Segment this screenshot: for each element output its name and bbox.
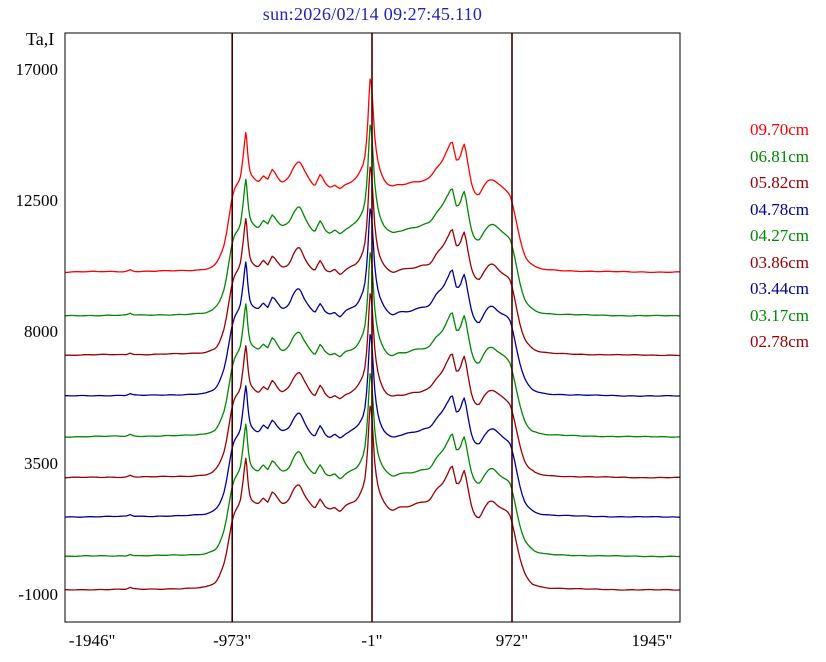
y-tick-label: -1000 <box>18 584 58 604</box>
x-tick-label: -1" <box>361 631 383 650</box>
legend-item-wavelength: 03.17cm <box>750 305 810 325</box>
legend-item-wavelength: 02.78cm <box>750 332 810 351</box>
y-axis-label: Ta,I <box>26 29 55 49</box>
legend-item-wavelength: 04.27cm <box>750 226 810 245</box>
x-tick-label: 1945" <box>631 631 673 650</box>
legend-item-wavelength: 09.70cm <box>750 120 810 139</box>
legend-item-wavelength: 06.81cm <box>750 146 810 166</box>
x-tick-label: -1946" <box>68 631 116 650</box>
x-tick-label: -973" <box>213 631 252 650</box>
y-tick-label: 12500 <box>15 191 59 211</box>
chart-title: sun:2026/02/14 09:27:45.110 <box>262 4 483 24</box>
x-tick-label: 972" <box>495 631 529 650</box>
legend-item-wavelength: 03.44cm <box>750 279 810 298</box>
y-tick-label: 3500 <box>24 453 58 473</box>
legend: 09.70cm 06.81cm 05.82cm 04.78cm 04.27cm … <box>750 117 809 356</box>
y-tick-label: 8000 <box>24 322 58 342</box>
legend-item-wavelength: 03.86cm <box>750 252 810 272</box>
y-tick-label: 17000 <box>15 59 59 79</box>
legend-item-wavelength: 05.82cm <box>750 173 810 192</box>
legend-item-wavelength: 04.78cm <box>750 199 810 219</box>
